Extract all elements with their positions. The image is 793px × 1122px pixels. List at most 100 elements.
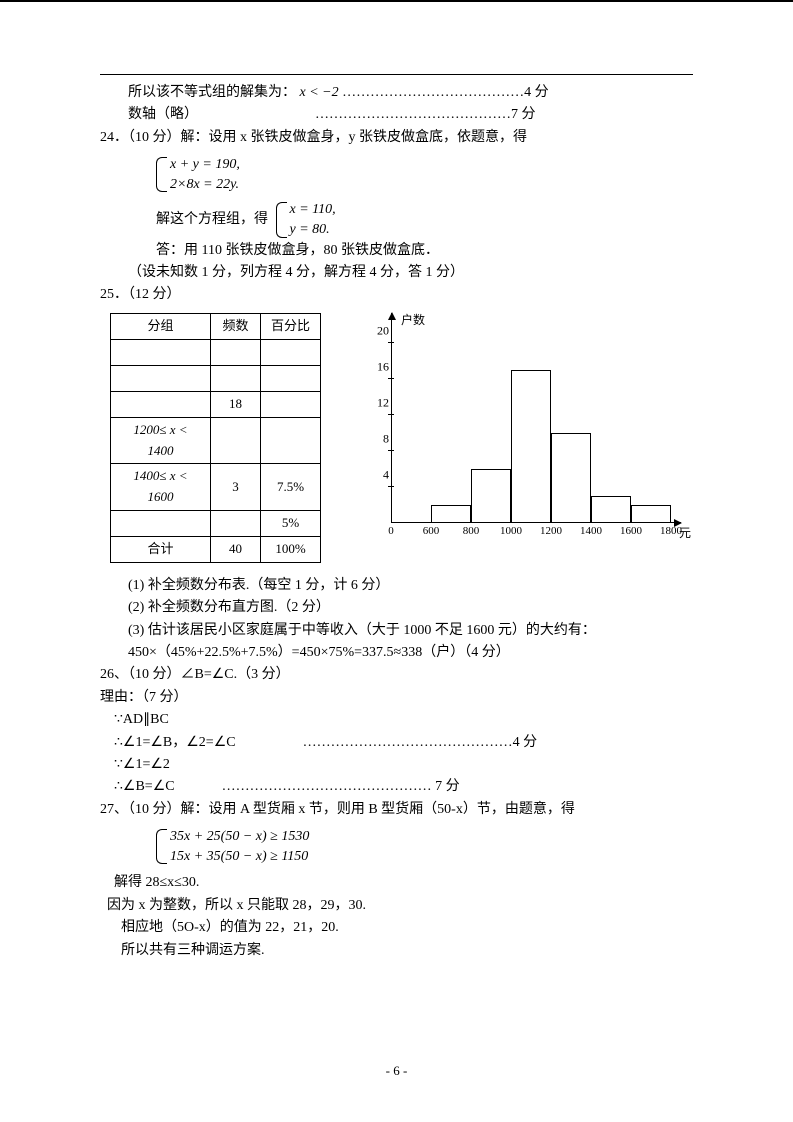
x-tick-label: 1200: [540, 523, 562, 541]
cell: 1400≤ x < 1600: [111, 464, 211, 511]
eq-row: x + y = 190,: [170, 155, 240, 175]
q25-part3: (3) 估计该居民小区家庭属于中等收入（大于 1000 不足 1600 元）的大…: [100, 620, 693, 642]
q26-line: ∴∠1=∠B，∠2=∠C ………………………………………4 分: [100, 732, 693, 754]
text: 解这个方程组，得: [156, 212, 268, 227]
q26-line: ∵∠1=∠2: [100, 754, 693, 776]
y-tick-label: 16: [377, 357, 389, 376]
header-rule: [100, 74, 693, 75]
text: 数轴（略）: [128, 107, 198, 122]
cell: 合计: [111, 536, 211, 562]
cell: 1200≤ x < 1400: [111, 417, 211, 464]
q27-line: 所以共有三种调运方案.: [100, 940, 693, 962]
q25-title: 25．（12 分）: [100, 284, 693, 306]
cell: [111, 510, 211, 536]
x-tick-label: 0: [388, 523, 394, 541]
dots: …………………………………4 分: [342, 85, 549, 100]
y-tick: [388, 378, 394, 379]
y-tick: [388, 486, 394, 487]
y-tick: [388, 342, 394, 343]
cell: 40: [211, 536, 261, 562]
histogram-bar: [471, 469, 511, 523]
q25-content: 分组 频数 百分比 18 1200≤ x < 1400 1400≤ x < 16…: [110, 313, 693, 563]
y-axis-title: 户数: [401, 311, 425, 330]
cell: 7.5%: [261, 464, 321, 511]
cell: [261, 365, 321, 391]
x-tick-label: 800: [463, 523, 480, 541]
q27-line: 解得 28≤x≤30.: [100, 872, 693, 894]
q26-title: 26、（10 分）∠B=∠C.（3 分）: [100, 664, 693, 686]
cell: [211, 365, 261, 391]
y-tick: [388, 414, 394, 415]
x-tick-label: 1600: [620, 523, 642, 541]
y-tick-label: 4: [383, 465, 389, 484]
y-tick-label: 12: [377, 393, 389, 412]
cell: [261, 339, 321, 365]
frequency-table: 分组 频数 百分比 18 1200≤ x < 1400 1400≤ x < 16…: [110, 313, 321, 563]
x-tick-label: 1000: [500, 523, 522, 541]
cell: [111, 339, 211, 365]
histogram-bar: [431, 505, 471, 523]
eq-row: 2×8x = 22y.: [170, 175, 240, 195]
histogram-bar: [511, 370, 551, 523]
dots: ……………………………………… 7 分: [222, 779, 460, 794]
eq-row: x = 110,: [290, 200, 336, 220]
line: 解这个方程组，得 x = 110, y = 80.: [100, 200, 693, 239]
y-tick-label: 8: [383, 429, 389, 448]
text: ∴∠B=∠C: [100, 779, 175, 794]
cell: [111, 365, 211, 391]
equation-system-1: x + y = 190, 2×8x = 22y.: [100, 155, 693, 194]
cell: 5%: [261, 510, 321, 536]
table-header: 分组: [111, 313, 211, 339]
cell: [211, 339, 261, 365]
q26-line: ∵AD∥BC: [100, 709, 693, 731]
x-tick-label: 600: [423, 523, 440, 541]
eq-row: 15x + 35(50 − x) ≥ 1150: [170, 847, 309, 867]
table-header: 百分比: [261, 313, 321, 339]
q27-line: 相应地（5O-x）的值为 22，21，20.: [100, 917, 693, 939]
line: 所以该不等式组的解集为： x < −2 …………………………………4 分: [100, 82, 693, 104]
table-row: 1400≤ x < 160037.5%: [111, 464, 321, 511]
q25-part1: (1) 补全频数分布表.（每空 1 分，计 6 分）: [100, 575, 693, 597]
q25-part3-calc: 450×（45%+22.5%+7.5%）=450×75%=337.5≈338（户…: [100, 642, 693, 664]
expr: x < −2: [300, 85, 339, 100]
text: ∴∠1=∠B，∠2=∠C: [100, 735, 236, 750]
answer: 答：用 110 张铁皮做盒身，80 张铁皮做盒底．: [100, 240, 693, 262]
table-row: 合计40100%: [111, 536, 321, 562]
line: 数轴（略） ……………………………………7 分: [100, 104, 693, 126]
page-number: - 6 -: [0, 1061, 793, 1082]
y-axis: [391, 313, 392, 523]
q26-line: 理由：（7 分）: [100, 687, 693, 709]
histogram-bar: [551, 433, 591, 523]
cell: 3: [211, 464, 261, 511]
table-row: 1200≤ x < 1400: [111, 417, 321, 464]
dots: ………………………………………4 分: [303, 735, 538, 750]
cell: [211, 510, 261, 536]
cell: [261, 417, 321, 464]
x-tick-label: 1800: [660, 523, 682, 541]
eq-row: y = 80.: [290, 220, 336, 240]
table-row: 5%: [111, 510, 321, 536]
cell: 100%: [261, 536, 321, 562]
q27-line: 因为 x 为整数，所以 x 只能取 28，29，30.: [100, 895, 693, 917]
grading: （设未知数 1 分，列方程 4 分，解方程 4 分，答 1 分）: [100, 262, 693, 284]
histogram: 户数 元 48121620060080010001200140016001800: [361, 313, 681, 543]
cell: [211, 417, 261, 464]
text: 所以该不等式组的解集为：: [128, 85, 296, 100]
histogram-bar: [591, 496, 631, 523]
q24-title: 24．（10 分）解：设用 x 张铁皮做盒身，y 张铁皮做盒底，依题意，得: [100, 127, 693, 149]
q26-line: ∴∠B=∠C ……………………………………… 7 分: [100, 776, 693, 798]
q25-part2: (2) 补全频数分布直方图.（2 分）: [100, 597, 693, 619]
cell: [111, 391, 211, 417]
x-tick-label: 1400: [580, 523, 602, 541]
y-tick: [388, 450, 394, 451]
page: 所以该不等式组的解集为： x < −2 …………………………………4 分 数轴（…: [0, 0, 793, 1122]
table-header: 频数: [211, 313, 261, 339]
cell: [261, 391, 321, 417]
histogram-bar: [631, 505, 671, 523]
table-row: [111, 339, 321, 365]
table-row: [111, 365, 321, 391]
table-row: 18: [111, 391, 321, 417]
dots: ……………………………………7 分: [315, 107, 536, 122]
eq-row: 35x + 25(50 − x) ≥ 1530: [170, 827, 309, 847]
cell: 18: [211, 391, 261, 417]
